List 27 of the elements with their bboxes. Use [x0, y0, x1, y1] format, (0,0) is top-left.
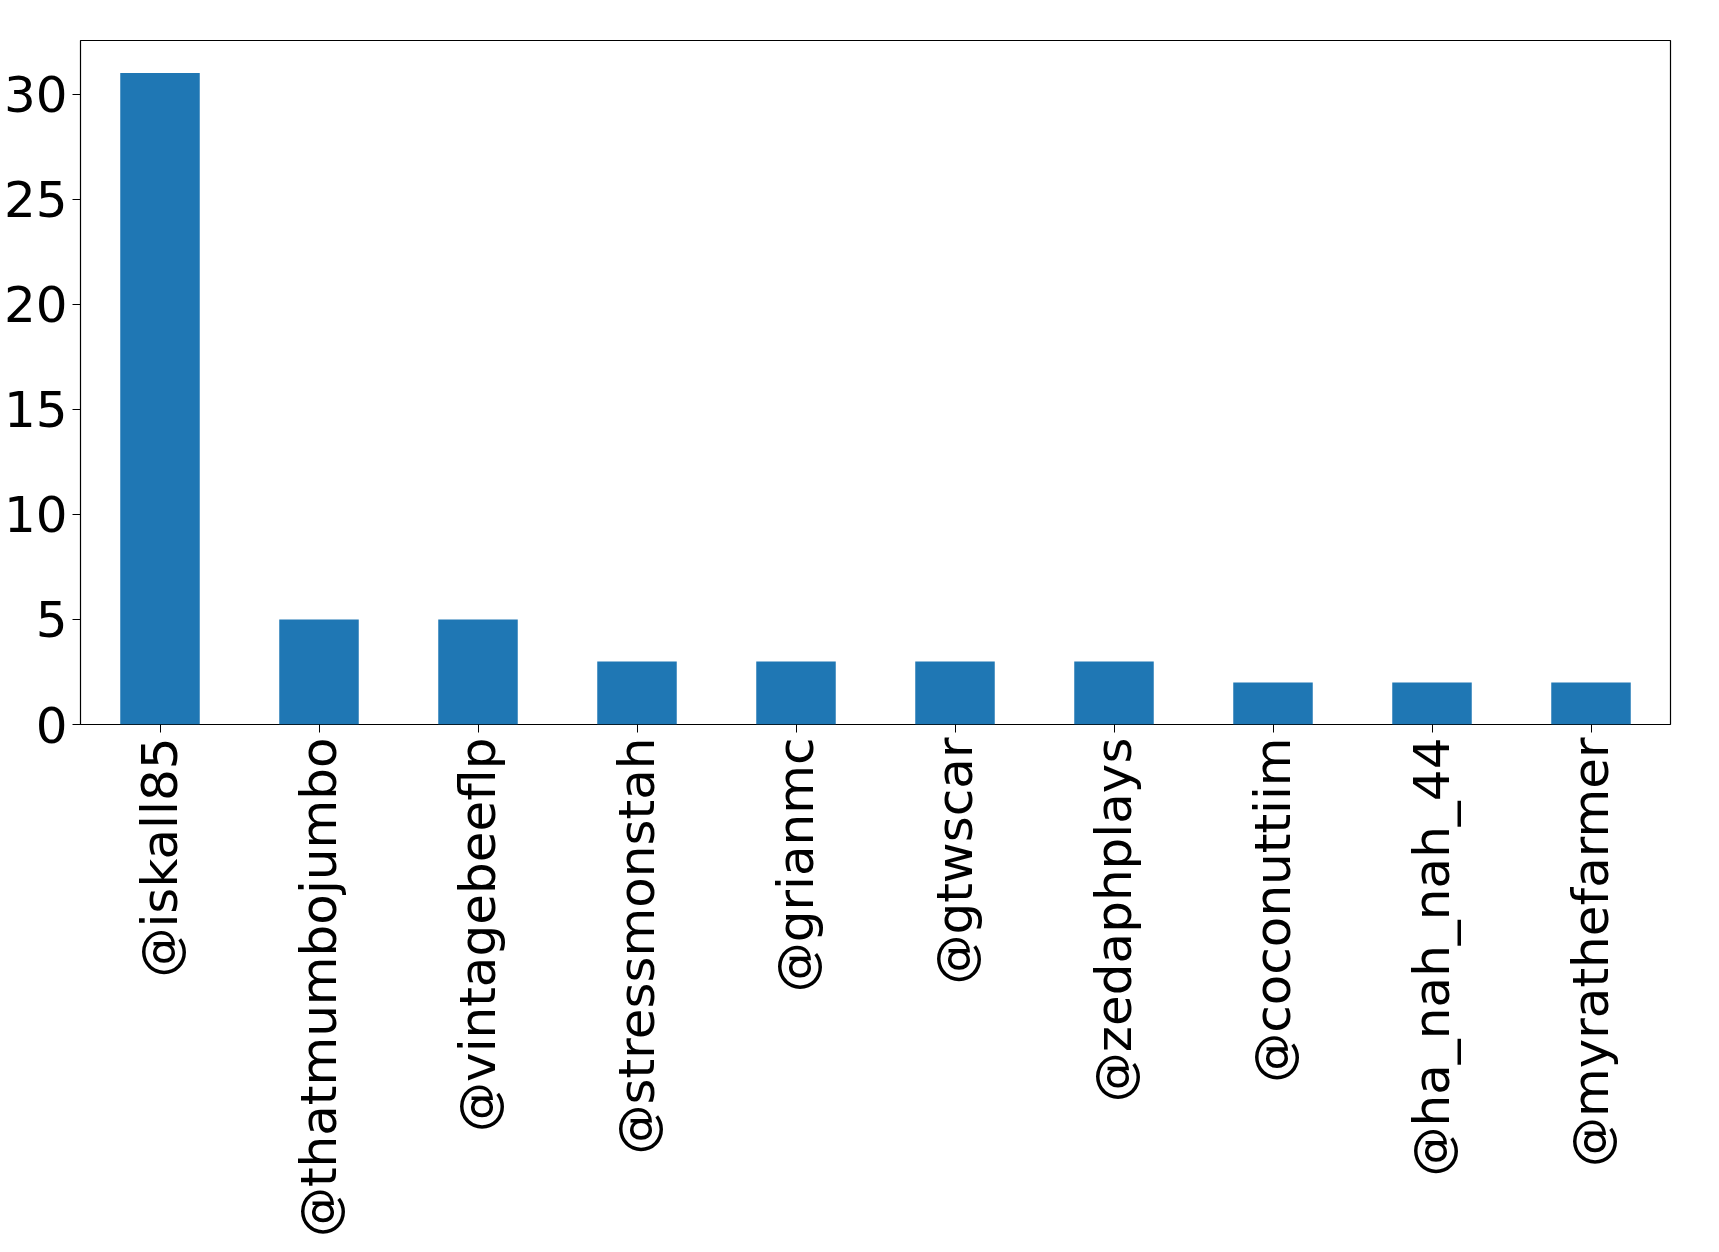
- y-tick-label: 30: [3, 66, 68, 125]
- bar: [1074, 661, 1154, 725]
- x-tick-label: @ha_nah_nah_44: [1403, 737, 1461, 1177]
- bar: [1233, 682, 1313, 725]
- bar: [120, 73, 200, 725]
- bar: [279, 619, 359, 725]
- y-tick-label: 25: [3, 171, 68, 230]
- x-tick-label: @zedaphplays: [1085, 737, 1143, 1103]
- x-tick-label: @stressmonstah: [608, 737, 666, 1155]
- y-tick-label: 0: [35, 696, 68, 755]
- x-tick-label: @thatmumbojumbo: [290, 737, 348, 1238]
- x-tick-label: @iskall85: [131, 737, 189, 978]
- bar: [438, 619, 518, 725]
- x-tick-label: @grianmc: [767, 737, 825, 993]
- y-tick-label: 10: [3, 486, 68, 545]
- bar: [915, 661, 995, 725]
- bar: [756, 661, 836, 725]
- x-tick-label: @gtwscar: [926, 737, 984, 985]
- x-tick-label: @myrathefarmer: [1562, 737, 1620, 1167]
- y-tick-label: 20: [3, 276, 68, 335]
- bar: [1392, 682, 1472, 725]
- x-tick-label: @coconuttiim: [1244, 737, 1302, 1083]
- y-tick-label: 5: [35, 591, 68, 650]
- y-tick-label: 15: [3, 381, 68, 440]
- bar: [1551, 682, 1631, 725]
- bar: [597, 661, 677, 725]
- x-tick-label: @vintagebeeflp: [449, 737, 507, 1132]
